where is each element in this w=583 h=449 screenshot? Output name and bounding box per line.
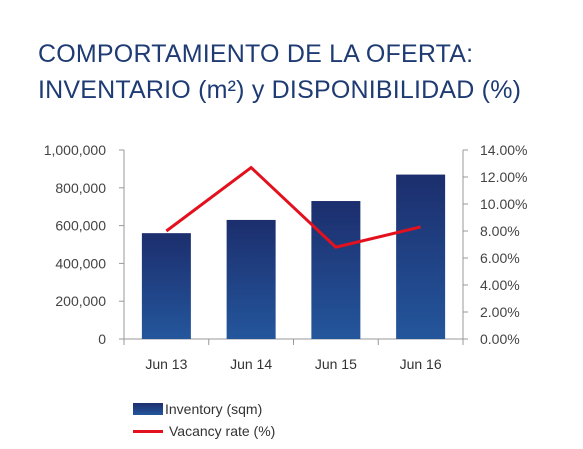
left-tick-label: 0 xyxy=(98,331,106,347)
right-tick-label: 8.00% xyxy=(480,223,520,239)
bar-inventory xyxy=(311,201,361,339)
chart-legend: Inventory (sqm) Vacancy rate (%) xyxy=(133,398,275,442)
right-tick-label: 4.00% xyxy=(480,277,520,293)
x-tick-label: Jun 13 xyxy=(145,356,187,372)
right-tick-label: 10.00% xyxy=(480,196,527,212)
right-tick-label: 6.00% xyxy=(480,250,520,266)
left-tick-label: 600,000 xyxy=(55,218,106,234)
chart-title: COMPORTAMIENTO DE LA OFERTA: INVENTARIO … xyxy=(38,36,521,108)
title-line-1: COMPORTAMIENTO DE LA OFERTA: xyxy=(38,40,474,68)
right-tick-label: 12.00% xyxy=(480,169,527,185)
legend-label-vacancy: Vacancy rate (%) xyxy=(169,423,276,439)
right-tick-label: 0.00% xyxy=(480,331,520,347)
x-tick-label: Jun 14 xyxy=(230,356,272,372)
legend-item-vacancy: Vacancy rate (%) xyxy=(133,420,275,442)
x-tick-label: Jun 16 xyxy=(400,356,442,372)
legend-label-inventory: Inventory (sqm) xyxy=(165,401,263,417)
legend-line-swatch xyxy=(133,429,163,433)
bar-inventory xyxy=(226,219,276,339)
right-tick-label: 14.00% xyxy=(480,142,527,158)
legend-bar-swatch xyxy=(133,403,163,415)
left-tick-label: 1,000,000 xyxy=(44,142,106,158)
bar-inventory xyxy=(141,233,191,339)
legend-item-inventory: Inventory (sqm) xyxy=(133,398,275,420)
right-tick-label: 2.00% xyxy=(480,304,520,320)
bar-inventory xyxy=(396,174,446,339)
left-tick-label: 800,000 xyxy=(55,180,106,196)
title-line-2: INVENTARIO (m²) y DISPONIBILIDAD (%) xyxy=(38,76,522,104)
left-tick-label: 400,000 xyxy=(55,255,106,271)
left-tick-label: 200,000 xyxy=(55,293,106,309)
x-tick-label: Jun 15 xyxy=(315,356,357,372)
line-vacancy-rate xyxy=(165,165,421,249)
